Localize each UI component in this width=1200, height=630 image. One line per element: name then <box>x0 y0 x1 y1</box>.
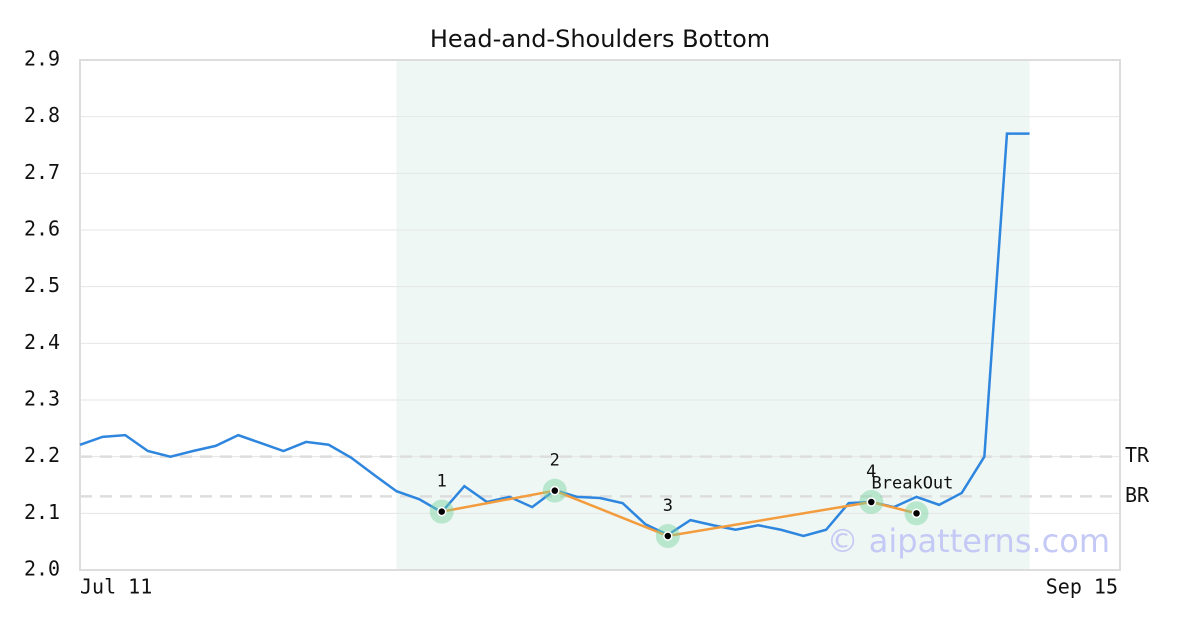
pattern-label: BreakOut <box>872 473 954 493</box>
y-tick-label: 2.1 <box>24 500 60 524</box>
y-tick-label: 2.4 <box>24 330 60 354</box>
chart-title: Head-and-Shoulders Bottom <box>430 25 770 53</box>
plot-frame <box>79 59 1121 571</box>
y-tick-label: 2.0 <box>24 557 60 581</box>
x-tick-label: Jul 11 <box>80 575 152 599</box>
y-tick-label: 2.5 <box>24 273 60 297</box>
pattern-label: 2 <box>550 451 560 471</box>
highlight-region <box>396 60 1030 570</box>
pattern-point <box>663 531 673 541</box>
watermark: © aipatterns.com <box>827 522 1110 560</box>
x-tick-label: Sep 15 <box>1046 575 1118 599</box>
level-label: TR <box>1125 443 1150 467</box>
y-tick-label: 2.6 <box>24 217 60 241</box>
y-tick-label: 2.8 <box>24 103 60 127</box>
pattern-point <box>866 497 877 507</box>
pattern-label: 4 <box>866 462 876 482</box>
pattern-point <box>550 485 560 496</box>
y-tick-label: 2.2 <box>24 443 60 467</box>
pattern-label: 3 <box>663 496 673 516</box>
y-tick-label: 2.3 <box>24 387 60 411</box>
level-label: BR <box>1125 483 1150 507</box>
y-tick-label: 2.7 <box>24 160 60 184</box>
pattern-point <box>911 508 922 519</box>
pattern-point <box>436 506 447 517</box>
pattern-label: 1 <box>437 472 447 492</box>
y-tick-label: 2.9 <box>24 47 60 71</box>
